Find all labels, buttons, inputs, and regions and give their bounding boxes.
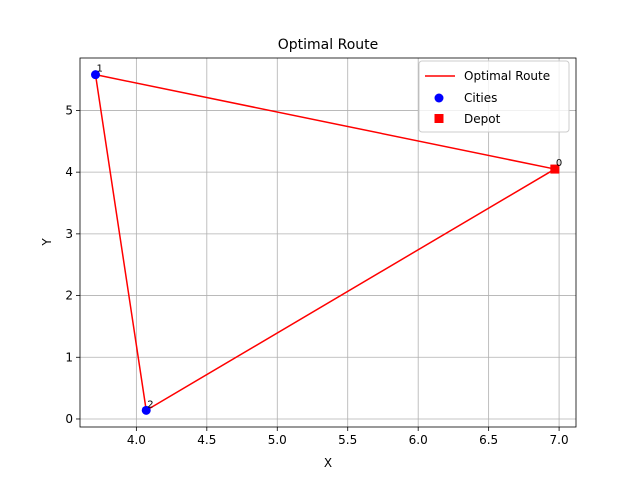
city-point (91, 70, 100, 80)
y-tick-label: 3 (65, 227, 73, 241)
x-tick-label: 5.0 (268, 433, 287, 447)
grid-lines (80, 58, 576, 427)
axes: 4.0 4.5 5.0 5.5 6.0 6.5 7.0 0 1 2 3 4 5 (65, 57, 577, 447)
depot-label: 0 (556, 158, 562, 169)
x-tick-label: 6.5 (479, 433, 498, 447)
y-tick-label: 2 (65, 289, 73, 303)
city-label: 2 (147, 399, 153, 410)
plot-frame (79, 57, 577, 428)
x-tick-label: 4.5 (197, 433, 216, 447)
y-tick-label: 4 (65, 165, 73, 179)
legend-route-label: Optimal Route (464, 69, 550, 83)
plot-series: 1 2 0 (91, 64, 562, 415)
x-tick-label: 4.0 (127, 433, 146, 447)
city-point (141, 405, 151, 415)
y-axis-title: Y (40, 238, 54, 247)
y-tick-label: 1 (65, 350, 73, 364)
x-tick-label: 7.0 (550, 433, 569, 447)
legend: Optimal Route Cities Depot (418, 60, 570, 133)
city-label: 1 (97, 64, 103, 75)
y-tick-label: 0 (65, 412, 73, 426)
legend-cities-swatch (434, 93, 444, 103)
x-axis-title: X (324, 456, 332, 470)
legend-cities-label: Cities (464, 91, 497, 105)
legend-depot-label: Depot (464, 112, 501, 126)
route-line (94, 73, 556, 412)
x-tick-label: 6.0 (409, 433, 428, 447)
legend-box (418, 60, 570, 133)
legend-depot-swatch (434, 114, 444, 123)
y-tick-label: 5 (65, 103, 73, 117)
x-tick-label: 5.5 (338, 433, 357, 447)
depot-point (550, 164, 560, 174)
chart-title: Optimal Route (278, 37, 378, 53)
